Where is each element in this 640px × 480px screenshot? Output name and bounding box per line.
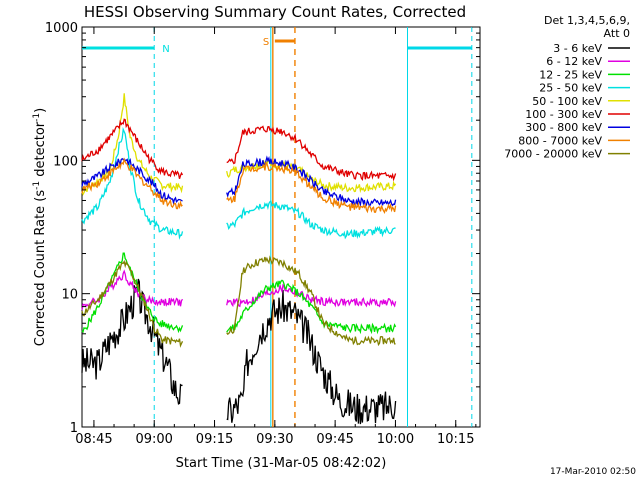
y-axis-label: Corrected Count Rate (s-1 detector-1) bbox=[32, 108, 48, 346]
legend-entry-label: 3 - 6 keV bbox=[553, 42, 602, 55]
legend-entry-label: 7000 - 20000 keV bbox=[504, 148, 602, 161]
chart-title: HESSI Observing Summary Count Rates, Cor… bbox=[84, 3, 466, 21]
x-tick-label: 10:00 bbox=[377, 432, 414, 447]
x-tick-label: 09:30 bbox=[256, 432, 293, 447]
legend-entry-label: 100 - 300 keV bbox=[525, 108, 602, 121]
legend-title-line-2: Att 0 bbox=[604, 27, 630, 40]
y-tick-label: 1000 bbox=[45, 21, 78, 36]
series-line bbox=[81, 252, 397, 335]
annotation-label-N: N bbox=[162, 44, 169, 55]
y-tick-label: 100 bbox=[53, 154, 78, 169]
series-line bbox=[81, 126, 396, 240]
x-tick-label: 09:15 bbox=[196, 432, 233, 447]
x-tick-label: 10:15 bbox=[437, 432, 474, 447]
legend-title-line-1: Det 1,3,4,5,6,9, bbox=[544, 14, 630, 27]
plot-area: N S 08:45 09:00 09:15 09:30 09:45 10:00 10:15 1 10… bbox=[45, 21, 481, 447]
series-line bbox=[81, 157, 397, 215]
series-line bbox=[81, 269, 397, 311]
x-tick-label: 08:45 bbox=[75, 432, 112, 447]
legend-entry-label: 50 - 100 keV bbox=[532, 95, 602, 108]
x-axis-label: Start Time (31-Mar-05 08:42:02) bbox=[176, 456, 387, 471]
plot-frame bbox=[81, 26, 481, 428]
y-tick-label: 1 bbox=[70, 421, 78, 436]
legend-entry-label: 6 - 12 keV bbox=[546, 55, 602, 68]
legend-entry-label: 25 - 50 keV bbox=[539, 82, 602, 95]
series-line bbox=[81, 255, 396, 348]
x-tick-label: 09:00 bbox=[135, 432, 172, 447]
annotation-label-S: S bbox=[263, 37, 269, 48]
x-tick-label: 09:45 bbox=[316, 432, 353, 447]
legend-entry-label: 12 - 25 keV bbox=[539, 68, 602, 81]
series-line bbox=[81, 155, 397, 208]
legend-entry-label: 300 - 800 keV bbox=[525, 121, 602, 134]
series-line bbox=[81, 118, 397, 182]
series-line bbox=[81, 278, 397, 425]
y-tick-label: 10 bbox=[61, 288, 78, 303]
legend-entry-label: 800 - 7000 keV bbox=[518, 134, 602, 147]
timestamp-footer: 17-Mar-2010 02:50 bbox=[550, 467, 636, 477]
